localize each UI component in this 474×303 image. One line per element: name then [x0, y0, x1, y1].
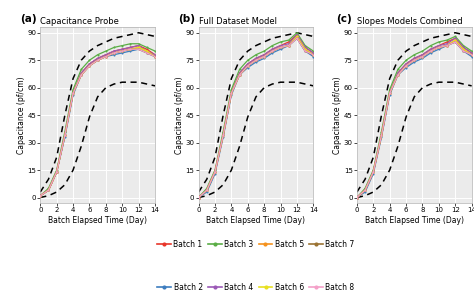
Text: Capacitance Probe: Capacitance Probe	[40, 18, 119, 26]
Legend: Batch 2, Batch 4, Batch 6, Batch 8: Batch 2, Batch 4, Batch 6, Batch 8	[155, 280, 357, 295]
Legend: Batch 1, Batch 3, Batch 5, Batch 7: Batch 1, Batch 3, Batch 5, Batch 7	[155, 237, 357, 252]
X-axis label: Batch Elapsed Time (Day): Batch Elapsed Time (Day)	[365, 216, 464, 225]
Y-axis label: Capacitance (pf/cm): Capacitance (pf/cm)	[17, 76, 26, 154]
X-axis label: Batch Elapsed Time (Day): Batch Elapsed Time (Day)	[48, 216, 147, 225]
Y-axis label: Capacitance (pf/cm): Capacitance (pf/cm)	[333, 76, 342, 154]
Text: Full Dataset Model: Full Dataset Model	[199, 18, 277, 26]
X-axis label: Batch Elapsed Time (Day): Batch Elapsed Time (Day)	[207, 216, 305, 225]
Text: Slopes Models Combined: Slopes Models Combined	[357, 18, 463, 26]
Text: (b): (b)	[178, 14, 195, 24]
Text: (a): (a)	[19, 14, 36, 24]
Text: (c): (c)	[336, 14, 352, 24]
Y-axis label: Capacitance (pf/cm): Capacitance (pf/cm)	[175, 76, 184, 154]
